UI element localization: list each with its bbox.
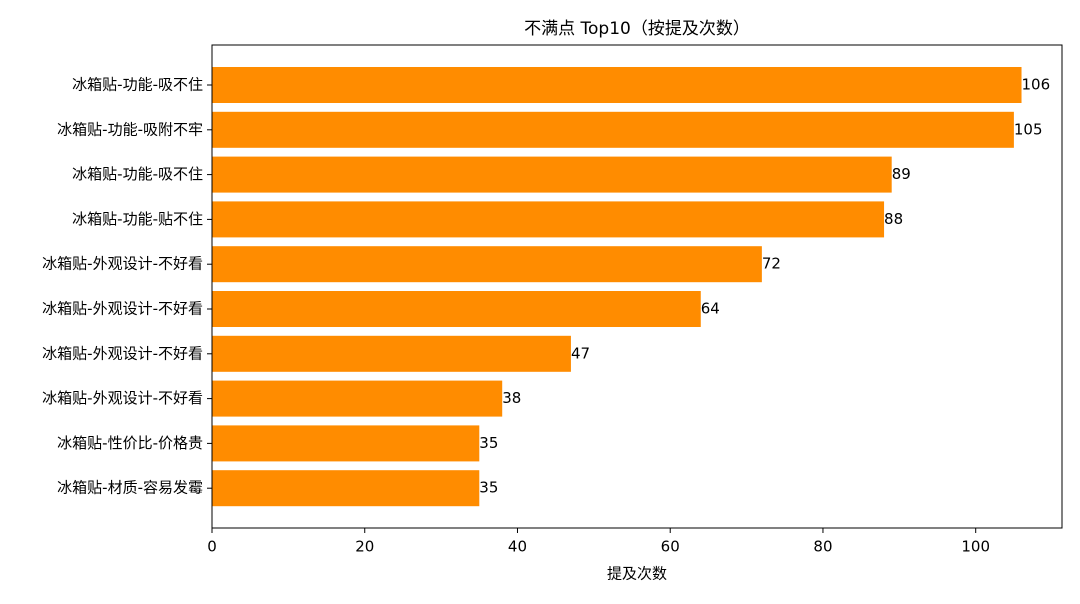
plot-frame (211, 44, 1063, 529)
chart-title: 不满点 Top10（按提及次数） (524, 19, 750, 39)
value-label: 35 (479, 479, 498, 497)
x-tick-label: 100 (961, 538, 990, 556)
bar (212, 111, 1014, 148)
bar (212, 335, 571, 372)
value-label: 35 (479, 434, 498, 452)
bar (212, 291, 701, 327)
bar (212, 246, 762, 283)
bar (212, 380, 503, 417)
y-tick-label: 冰箱贴-性价比-价格贵 (57, 434, 203, 452)
bar (212, 201, 885, 238)
value-label: 89 (892, 165, 911, 183)
value-label: 88 (884, 210, 903, 228)
y-tick-label: 冰箱贴-外观设计-不好看 (42, 344, 203, 362)
value-label: 105 (1014, 120, 1043, 138)
x-tick-label: 0 (207, 538, 217, 556)
bar (212, 67, 1022, 103)
x-tick-label: 80 (813, 538, 832, 556)
y-tick-label: 冰箱贴-功能-吸不住 (72, 165, 203, 183)
y-tick-label: 冰箱贴-功能-吸附不牢 (57, 120, 203, 138)
value-label: 38 (502, 389, 521, 407)
bar (212, 470, 480, 507)
y-tick-label: 冰箱贴-功能-贴不住 (72, 210, 203, 228)
x-tick-label: 40 (508, 538, 527, 556)
y-tick-label: 冰箱贴-功能-吸不住 (72, 76, 203, 94)
value-label: 72 (762, 255, 781, 273)
y-tick-label: 冰箱贴-外观设计-不好看 (42, 300, 203, 318)
value-label: 47 (571, 344, 590, 362)
x-axis-label: 提及次数 (607, 565, 667, 583)
x-tick-label: 60 (661, 538, 680, 556)
value-label: 106 (1022, 76, 1051, 94)
bar (212, 425, 480, 462)
y-tick-label: 冰箱贴-外观设计-不好看 (42, 255, 203, 273)
bar (212, 156, 892, 193)
y-tick-label: 冰箱贴-材质-容易发霉 (57, 479, 203, 497)
x-tick-label: 20 (355, 538, 374, 556)
y-tick-label: 冰箱贴-外观设计-不好看 (42, 389, 203, 407)
value-label: 64 (701, 300, 720, 318)
